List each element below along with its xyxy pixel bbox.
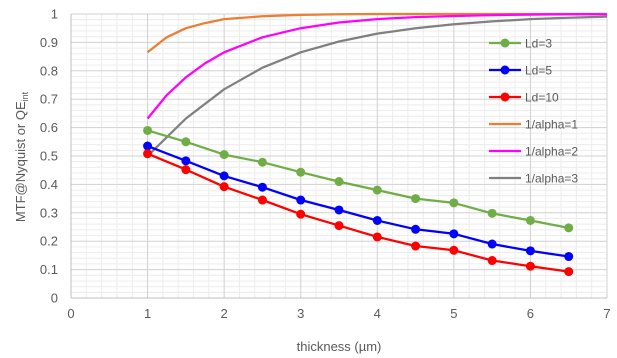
data-point-ld-10 — [525, 261, 535, 271]
data-point-ld-10 — [411, 241, 421, 251]
legend-item-1-alpha-2: 1/alpha=2 — [489, 145, 578, 159]
data-point-ld-10 — [143, 149, 153, 159]
data-point-ld-3 — [219, 150, 229, 160]
legend-label-1-alpha-2: 1/alpha=2 — [525, 145, 578, 159]
y-tick-label: 0.7 — [40, 92, 58, 107]
x-tick-label: 6 — [527, 306, 534, 321]
data-point-ld-5 — [219, 171, 229, 181]
data-point-ld-10 — [487, 256, 497, 266]
x-tick-labels: 0 1 2 3 4 5 6 7 — [67, 306, 610, 321]
legend-marker-ld-5 — [500, 65, 510, 75]
data-point-ld-5 — [487, 239, 497, 249]
data-point-ld-5 — [257, 182, 267, 192]
data-point-ld-10 — [372, 232, 382, 242]
series-line-1-alpha-3 — [146, 15, 608, 157]
data-point-ld-3 — [525, 215, 535, 225]
data-point-ld-5 — [525, 246, 535, 256]
data-point-ld-10 — [334, 221, 344, 231]
series-ld-5 — [143, 141, 574, 262]
series-line-ld-5 — [147, 145, 569, 258]
series-line-ld-3 — [147, 129, 569, 230]
x-tick-label: 3 — [297, 306, 304, 321]
legend-label-ld-5: Ld=5 — [525, 64, 552, 78]
legend-item-ld-10: Ld=10 — [489, 91, 559, 105]
data-point-ld-3 — [564, 223, 574, 233]
data-point-ld-5 — [181, 156, 191, 166]
series-1-alpha-1 — [146, 12, 607, 54]
y-tick-label: 1 — [51, 7, 58, 22]
x-tick-label: 1 — [144, 306, 151, 321]
axes — [70, 14, 607, 299]
data-point-ld-5 — [449, 229, 459, 239]
legend-marker-ld-3 — [500, 38, 510, 48]
data-point-ld-5 — [372, 215, 382, 225]
data-point-ld-5 — [334, 205, 344, 215]
legend-label-1-alpha-3: 1/alpha=3 — [525, 172, 578, 186]
y-tick-label: 0.6 — [40, 120, 58, 135]
legend-item-ld-5: Ld=5 — [489, 64, 552, 78]
y-tick-label: 0.1 — [40, 262, 58, 277]
y-tick-label: 0 — [51, 291, 58, 306]
y-tick-label: 0.4 — [40, 177, 58, 192]
series-ld-10 — [143, 149, 574, 277]
y-tick-label: 0.2 — [40, 234, 58, 249]
x-axis-title: thickness (µm) — [297, 339, 382, 354]
x-tick-label: 5 — [450, 306, 457, 321]
legend-label-ld-3: Ld=3 — [525, 37, 552, 51]
legend-item-ld-3: Ld=3 — [489, 37, 552, 51]
series-line-ld-10 — [147, 152, 569, 273]
data-point-ld-5 — [143, 141, 153, 151]
data-point-ld-5 — [564, 252, 574, 262]
data-point-ld-3 — [411, 194, 421, 204]
data-point-ld-3 — [334, 177, 344, 187]
legend: Ld=3 Ld=5 Ld=10 1/alpha=1 1/alpha=2 1/alpha=3 — [489, 37, 578, 186]
y-tick-labels: 0 0.1 0.2 0.3 0.4 0.5 0.6 0.7 0.8 0.9 1 — [40, 7, 58, 306]
y-tick-label: 0.5 — [40, 149, 58, 164]
x-tick-label: 7 — [603, 306, 610, 321]
data-point-ld-3 — [449, 198, 459, 208]
legend-marker-ld-10 — [500, 92, 510, 102]
y-tick-label: 0.8 — [40, 63, 58, 78]
series-1-alpha-3 — [146, 15, 608, 157]
data-point-ld-3 — [296, 167, 306, 177]
legend-label-1-alpha-1: 1/alpha=1 — [525, 118, 578, 132]
x-tick-label: 2 — [221, 306, 228, 321]
data-point-ld-10 — [181, 165, 191, 175]
data-point-ld-10 — [296, 209, 306, 219]
data-point-ld-3 — [487, 208, 497, 218]
data-point-ld-10 — [257, 195, 267, 205]
series-1-alpha-2 — [146, 13, 607, 120]
data-point-ld-3 — [372, 185, 382, 195]
x-tick-label: 4 — [374, 306, 381, 321]
data-point-ld-10 — [219, 182, 229, 192]
data-point-ld-3 — [257, 157, 267, 167]
data-point-ld-10 — [449, 245, 459, 255]
data-point-ld-5 — [296, 195, 306, 205]
y-axis-title-main: MTF@Nyquist or QE — [13, 101, 28, 222]
legend-label-ld-10: Ld=10 — [525, 91, 559, 105]
series-line-1-alpha-1 — [146, 12, 607, 54]
data-point-ld-3 — [143, 125, 153, 135]
y-tick-label: 0.9 — [40, 35, 58, 50]
legend-item-1-alpha-1: 1/alpha=1 — [489, 118, 578, 132]
data-point-ld-3 — [181, 137, 191, 147]
y-tick-label: 0.3 — [40, 205, 58, 220]
legend-item-1-alpha-3: 1/alpha=3 — [489, 172, 578, 186]
y-axis-title-subscript: int — [20, 91, 30, 101]
y-axis-title: MTF@Nyquist or QEint — [13, 91, 30, 222]
series-ld-3 — [143, 125, 574, 233]
series-line-1-alpha-2 — [146, 13, 607, 120]
x-tick-label: 0 — [67, 306, 74, 321]
data-point-ld-5 — [411, 224, 421, 234]
series-layer — [143, 12, 608, 277]
data-point-ld-10 — [564, 267, 574, 277]
